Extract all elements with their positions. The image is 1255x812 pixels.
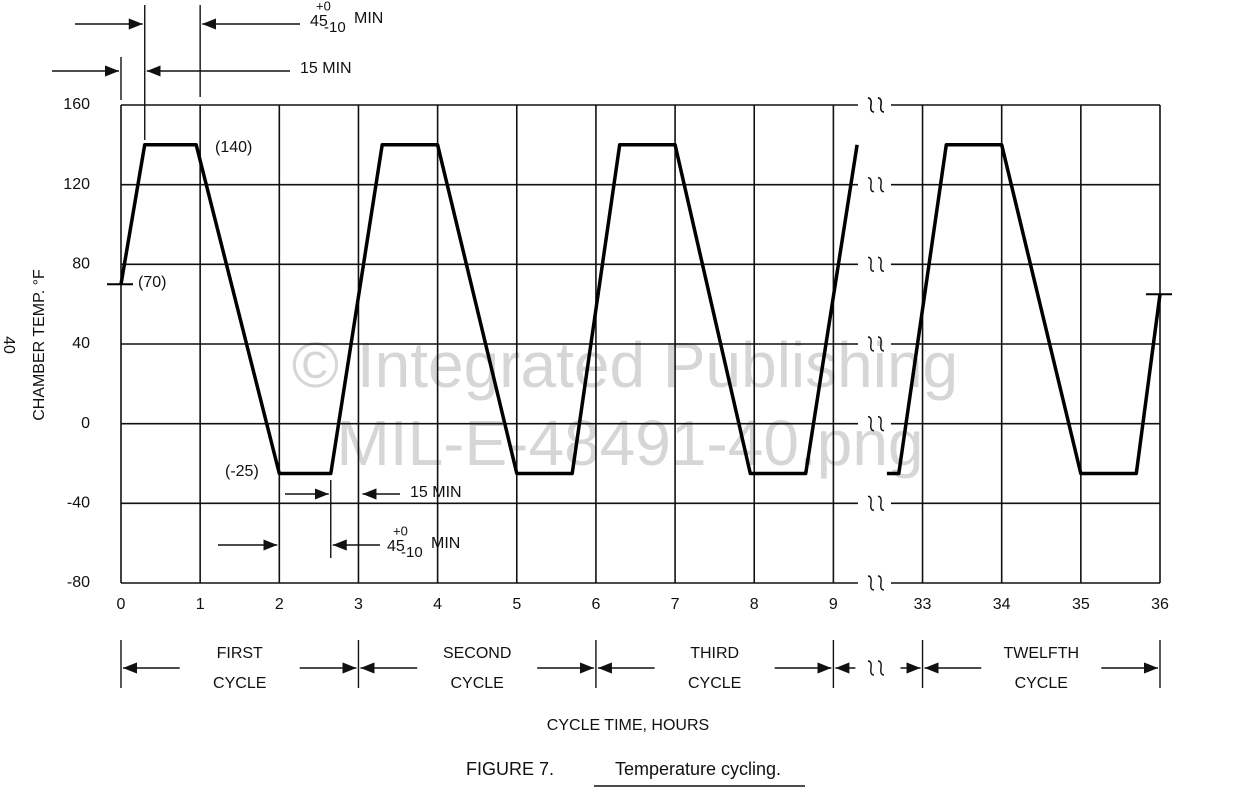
- axis-break: [867, 256, 885, 273]
- cycle-label: SECOND: [443, 645, 511, 662]
- axis-break: [867, 336, 885, 352]
- cycle-label: FIRST: [217, 645, 263, 662]
- y-tick-label: 0: [81, 415, 90, 432]
- x-tick-label: 3: [354, 596, 363, 613]
- tolerance-lower: -10: [401, 544, 423, 561]
- x-tick-label: 4: [433, 596, 442, 613]
- axis-break: [867, 97, 885, 113]
- temperature-line: [119, 143, 1162, 476]
- interval-label: 15 MIN: [300, 60, 352, 77]
- x-tick-label: 7: [671, 596, 680, 613]
- x-axis-label: CYCLE TIME, HOURS: [547, 717, 709, 734]
- watermark: © Integrated Publishing MIL-E-48491-40.p…: [292, 329, 958, 479]
- caption-title: Temperature cycling.: [615, 759, 781, 779]
- axis-break: [867, 495, 885, 512]
- watermark-line: MIL-E-48491-40.png: [336, 407, 923, 479]
- tolerance-upper: +0: [316, 0, 331, 13]
- x-tick-label: 8: [750, 596, 759, 613]
- axis-break: [867, 575, 885, 591]
- x-tick-label: 1: [196, 596, 205, 613]
- tolerance-lower: -10: [324, 19, 346, 36]
- cycle-label: CYCLE: [451, 675, 504, 692]
- y-axis-label: CHAMBER TEMP. °F: [31, 269, 48, 421]
- x-tick-label: 36: [1151, 596, 1169, 613]
- cycle-label: CYCLE: [688, 675, 741, 692]
- axis-break: [867, 415, 885, 432]
- x-tick-label: 9: [829, 596, 838, 613]
- y-tick-label: 40: [72, 335, 90, 352]
- y-tick-label: 80: [72, 256, 90, 273]
- cycle-label: CYCLE: [213, 675, 266, 692]
- y-tick-label: -80: [67, 574, 90, 591]
- cycle-label: THIRD: [690, 645, 739, 662]
- x-tick-label: 0: [117, 596, 126, 613]
- cycle-label: CYCLE: [1015, 675, 1068, 692]
- tolerance-unit: MIN: [354, 10, 383, 27]
- x-tick-label: 2: [275, 596, 284, 613]
- y-tick-label: 160: [63, 96, 90, 113]
- tolerance-unit: MIN: [431, 535, 460, 552]
- y-tick-label: -40: [67, 495, 90, 512]
- tolerance-upper: +0: [393, 523, 408, 538]
- x-tick-label: 6: [591, 596, 600, 613]
- page-number: 40: [0, 336, 17, 354]
- x-tick-label: 35: [1072, 596, 1090, 613]
- cycle-label: TWELFTH: [1003, 645, 1079, 662]
- interval-label: 15 MIN: [410, 484, 462, 501]
- annotation: (140): [215, 139, 252, 156]
- y-tick-label: 120: [63, 176, 90, 193]
- tolerance-value: 45: [387, 538, 405, 555]
- axis-break: [867, 660, 885, 676]
- x-tick-label: 33: [914, 596, 932, 613]
- x-tick-label: 5: [512, 596, 521, 613]
- tolerance-value: 45: [310, 13, 328, 30]
- axis-break: [867, 176, 885, 193]
- caption-figure: FIGURE 7.: [466, 759, 554, 779]
- annotation: (70): [138, 274, 166, 291]
- watermark-line: © Integrated Publishing: [292, 329, 958, 401]
- annotation: (-25): [225, 463, 259, 480]
- x-tick-label: 34: [993, 596, 1011, 613]
